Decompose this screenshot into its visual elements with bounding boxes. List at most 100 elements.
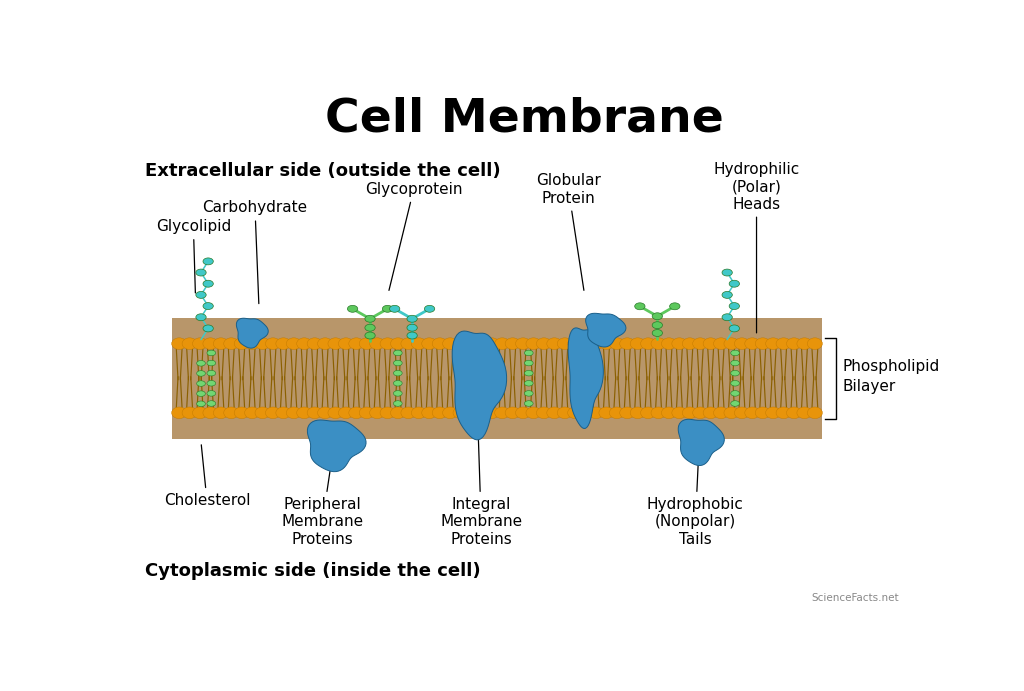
Ellipse shape: [731, 360, 739, 366]
Ellipse shape: [641, 407, 655, 419]
Ellipse shape: [307, 338, 323, 350]
Ellipse shape: [328, 338, 343, 350]
Ellipse shape: [412, 407, 426, 419]
Ellipse shape: [338, 407, 353, 419]
Ellipse shape: [766, 338, 780, 350]
Ellipse shape: [731, 370, 739, 376]
Ellipse shape: [651, 338, 666, 350]
Text: Hydrophilic
(Polar)
Heads: Hydrophilic (Polar) Heads: [714, 162, 800, 333]
Ellipse shape: [620, 407, 635, 419]
Ellipse shape: [213, 338, 228, 350]
Ellipse shape: [526, 407, 541, 419]
Text: Carbohydrate: Carbohydrate: [203, 200, 307, 303]
Ellipse shape: [714, 338, 729, 350]
Ellipse shape: [526, 338, 541, 350]
Ellipse shape: [547, 338, 562, 350]
Ellipse shape: [317, 338, 333, 350]
Ellipse shape: [609, 338, 625, 350]
Ellipse shape: [255, 407, 270, 419]
Ellipse shape: [197, 381, 206, 386]
Ellipse shape: [776, 338, 792, 350]
Ellipse shape: [537, 338, 552, 350]
Ellipse shape: [731, 350, 739, 356]
Ellipse shape: [703, 407, 718, 419]
Ellipse shape: [537, 407, 552, 419]
Ellipse shape: [401, 338, 416, 350]
Ellipse shape: [442, 338, 458, 350]
Ellipse shape: [620, 338, 635, 350]
Text: Extracellular side (outside the cell): Extracellular side (outside the cell): [145, 162, 501, 180]
Ellipse shape: [265, 338, 281, 350]
Ellipse shape: [756, 338, 770, 350]
Text: Glycolipid: Glycolipid: [156, 219, 231, 293]
Ellipse shape: [382, 305, 392, 312]
Ellipse shape: [807, 338, 822, 350]
Ellipse shape: [797, 407, 812, 419]
Ellipse shape: [731, 381, 739, 386]
Ellipse shape: [579, 338, 593, 350]
Ellipse shape: [557, 407, 572, 419]
Ellipse shape: [203, 303, 213, 310]
Ellipse shape: [729, 325, 739, 332]
Ellipse shape: [524, 360, 534, 366]
Ellipse shape: [744, 338, 760, 350]
Ellipse shape: [307, 407, 323, 419]
Ellipse shape: [347, 305, 357, 312]
Ellipse shape: [197, 391, 206, 397]
Ellipse shape: [432, 338, 447, 350]
Ellipse shape: [484, 407, 500, 419]
Ellipse shape: [524, 381, 534, 386]
Ellipse shape: [203, 338, 218, 350]
Ellipse shape: [196, 269, 206, 276]
Ellipse shape: [630, 338, 645, 350]
Ellipse shape: [196, 292, 206, 299]
Ellipse shape: [317, 407, 333, 419]
Ellipse shape: [207, 381, 216, 386]
Ellipse shape: [422, 407, 437, 419]
Ellipse shape: [393, 381, 402, 386]
Ellipse shape: [328, 407, 343, 419]
Ellipse shape: [505, 407, 520, 419]
Ellipse shape: [524, 401, 534, 406]
Ellipse shape: [599, 407, 614, 419]
Ellipse shape: [524, 370, 534, 376]
Ellipse shape: [275, 338, 291, 350]
Text: Bilayer: Bilayer: [842, 379, 896, 394]
Ellipse shape: [197, 361, 206, 366]
Ellipse shape: [589, 407, 603, 419]
Ellipse shape: [390, 407, 406, 419]
Ellipse shape: [203, 407, 218, 419]
Ellipse shape: [424, 305, 435, 312]
Ellipse shape: [245, 338, 260, 350]
Ellipse shape: [287, 338, 301, 350]
Polygon shape: [678, 419, 724, 466]
Ellipse shape: [196, 314, 206, 321]
Ellipse shape: [370, 407, 385, 419]
Ellipse shape: [670, 303, 680, 310]
Ellipse shape: [724, 407, 739, 419]
Ellipse shape: [432, 407, 447, 419]
Ellipse shape: [207, 360, 216, 366]
Ellipse shape: [203, 281, 213, 287]
Ellipse shape: [807, 407, 822, 419]
Text: Peripheral
Membrane
Proteins: Peripheral Membrane Proteins: [282, 445, 364, 547]
Ellipse shape: [359, 407, 375, 419]
Ellipse shape: [786, 407, 802, 419]
Ellipse shape: [495, 407, 510, 419]
Ellipse shape: [724, 338, 739, 350]
Text: Cell Membrane: Cell Membrane: [326, 96, 724, 141]
Ellipse shape: [672, 407, 687, 419]
Ellipse shape: [731, 401, 739, 406]
Polygon shape: [237, 319, 268, 348]
Ellipse shape: [207, 370, 216, 376]
Ellipse shape: [729, 281, 739, 287]
Ellipse shape: [224, 338, 239, 350]
Ellipse shape: [297, 407, 311, 419]
Ellipse shape: [464, 407, 478, 419]
Ellipse shape: [731, 390, 739, 396]
Ellipse shape: [172, 407, 186, 419]
Ellipse shape: [464, 338, 478, 350]
Ellipse shape: [422, 338, 437, 350]
Ellipse shape: [193, 407, 208, 419]
Text: Cytoplasmic side (inside the cell): Cytoplasmic side (inside the cell): [145, 562, 481, 580]
